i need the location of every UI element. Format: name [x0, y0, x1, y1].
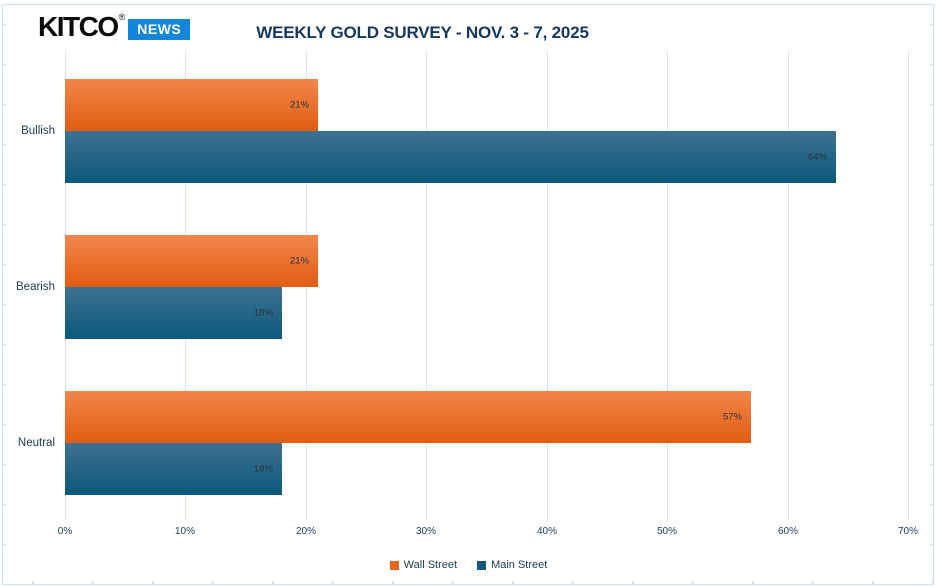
category-label-neutral: Neutral — [17, 437, 55, 449]
legend-label: Wall Street — [403, 559, 458, 571]
bar-data-label: 21% — [289, 255, 309, 267]
legend-item-main-street[interactable]: Main Street — [477, 559, 547, 571]
bar-bullish-main-street[interactable]: 64% — [65, 131, 836, 183]
registered-trademark-symbol: ® — [118, 12, 126, 22]
plot-area: 21% 21% 57% 64% 18% 18% — [65, 51, 909, 521]
category-axis: Bullish Bearish Neutral — [0, 51, 57, 521]
legend-swatch-icon — [477, 560, 487, 570]
value-axis-tick-label: 70% — [897, 526, 919, 537]
bar-bullish-wall-street[interactable]: 21% — [65, 79, 318, 131]
value-axis: 0% 10% 20% 30% 40% 50% 60% 70% — [58, 526, 918, 542]
value-axis-tick-label: 50% — [656, 526, 678, 537]
legend-item-wall-street[interactable]: Wall Street — [389, 559, 458, 571]
frame-tick-marks-bottom — [32, 581, 934, 585]
bar-data-label: 21% — [289, 99, 309, 111]
legend-label: Main Street — [491, 559, 548, 571]
value-axis-tick-label: 60% — [777, 526, 799, 537]
chart-legend: Wall Street Main Street — [0, 555, 937, 575]
frame-tick-marks-right — [930, 24, 934, 585]
legend-swatch-icon — [389, 560, 399, 570]
bar-data-label: 18% — [253, 307, 273, 319]
value-axis-tick-label: 10% — [174, 526, 196, 537]
value-axis-tick-label: 20% — [295, 526, 317, 537]
gridline-70pct — [908, 51, 909, 521]
bar-neutral-wall-street[interactable]: 57% — [65, 391, 751, 443]
bar-data-label: 18% — [253, 463, 273, 475]
value-axis-tick-label: 0% — [57, 526, 73, 537]
bar-neutral-main-street[interactable]: 18% — [65, 443, 282, 495]
value-axis-tick-label: 30% — [415, 526, 437, 537]
kitco-news-logo: KITCO ® NEWS — [38, 11, 191, 43]
news-badge: NEWS — [128, 18, 191, 40]
bar-data-label: 57% — [722, 411, 742, 423]
gridline-50pct — [667, 51, 668, 521]
gridline-40pct — [547, 51, 548, 521]
category-label-bearish: Bearish — [16, 281, 55, 293]
value-axis-tick-label: 40% — [536, 526, 558, 537]
gridline-30pct — [426, 51, 427, 521]
chart-title: WEEKLY GOLD SURVEY - NOV. 3 - 7, 2025 — [256, 23, 589, 42]
kitco-logo-text: KITCO — [38, 11, 119, 42]
bar-bearish-wall-street[interactable]: 21% — [65, 235, 318, 287]
frame-tick-marks-left — [2, 24, 6, 585]
gridline-60pct — [788, 51, 789, 521]
bar-data-label: 64% — [807, 151, 827, 163]
category-label-bullish: Bullish — [21, 125, 55, 137]
bar-bearish-main-street[interactable]: 18% — [65, 287, 282, 339]
